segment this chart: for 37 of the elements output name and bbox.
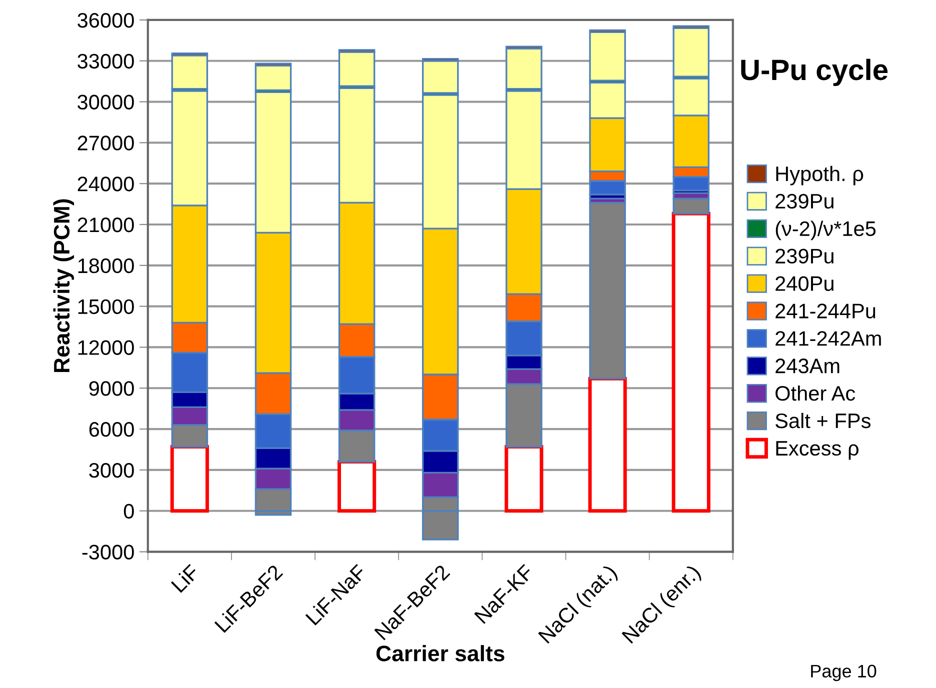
bar [672,198,710,214]
y-tick-label: 30000 [78,94,134,110]
x-axis-title: Carrier salts [376,645,504,662]
legend-label: 240Pu [776,276,834,291]
legend-label: Other Ac [776,385,856,401]
y-tick-label: 33000 [78,54,134,69]
legend-label: 239Pu [776,194,834,209]
y-tick-label: 9000 [89,381,134,396]
y-tick-label: 18000 [78,258,134,274]
legend-label: (ν-2)/ν*1e5 [776,220,876,240]
legend-label: Hypoth. ρ [776,166,864,186]
legend-label: 243Am [776,358,840,374]
y-tick-label: -3000 [82,544,134,560]
y-tick-label: 0 [124,504,134,519]
legend-label: 239Pu [776,248,834,264]
y-tick-label: 27000 [78,136,134,150]
bar [506,48,542,90]
y-tick-label: 12000 [78,340,134,355]
bar [589,31,626,82]
legend-label: Salt + FPs [776,412,870,428]
text: U-Pu cycle [741,58,888,86]
legend-label: 241-244Pu [776,304,876,318]
y-tick-label: 3000 [89,462,134,478]
y-tick-label: 15000 [78,299,134,314]
y-tick-label: 21000 [78,218,134,232]
y-tick-label: 36000 [78,12,134,28]
text: Page 10 [811,664,876,682]
legend-label: Excess ρ [776,441,859,460]
y-tick-label: 6000 [89,422,134,437]
bar [672,27,710,78]
legend-label: 241-242Am [776,331,881,346]
bar [171,54,208,90]
y-axis-title: Reactivity (PCM) [53,199,74,372]
y-tick-label: 24000 [78,176,134,192]
x-tick-label: LiF [170,563,200,593]
bar [338,51,376,87]
bar [422,60,459,94]
